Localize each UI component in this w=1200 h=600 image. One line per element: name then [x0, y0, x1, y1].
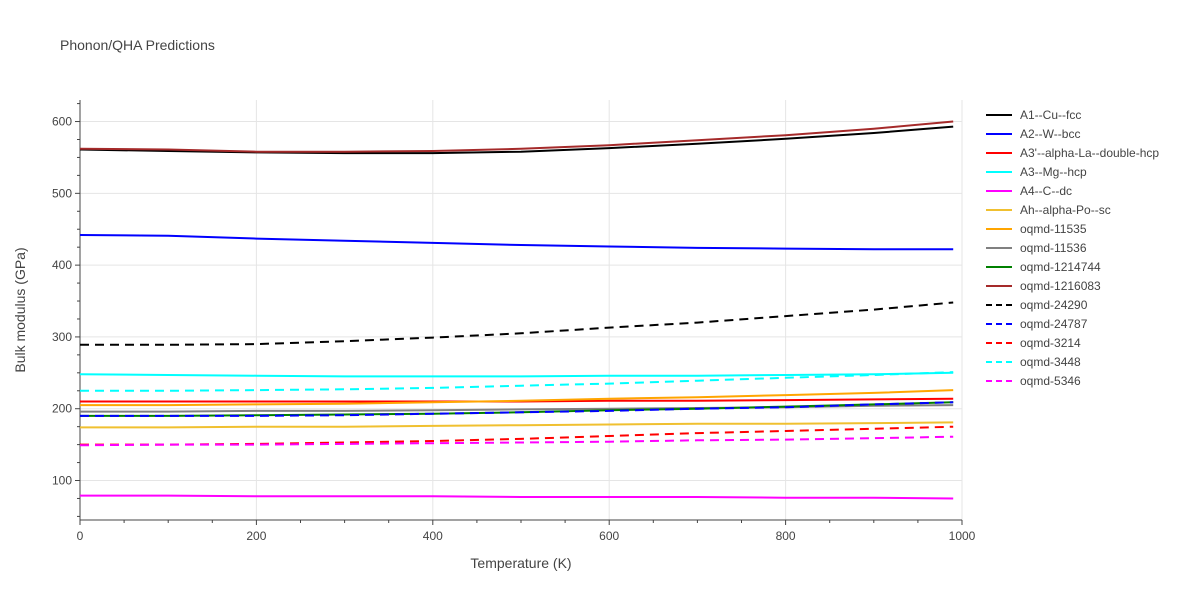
series-line	[79, 120, 954, 153]
legend-label: oqmd-3448	[1020, 354, 1081, 369]
legend-swatch	[986, 246, 1012, 249]
legend-item[interactable]: oqmd-3214	[984, 333, 1159, 352]
chart-title: Phonon/QHA Predictions	[60, 37, 215, 53]
series-line	[80, 494, 954, 500]
series-group	[79, 120, 954, 500]
legend: A1--Cu--fcc A2--W--bcc A3'--alpha-La--doub…	[984, 105, 1159, 390]
legend-swatch	[986, 284, 1012, 287]
series-line	[79, 435, 954, 447]
legend-label: A2--W--bcc	[1020, 126, 1081, 141]
legend-swatch	[986, 151, 1012, 154]
legend-item[interactable]: oqmd-1216083	[984, 276, 1159, 295]
x-tick-label: 0	[77, 529, 84, 543]
legend-label: A1--Cu--fcc	[1020, 107, 1082, 122]
series-line	[80, 425, 954, 446]
legend-item[interactable]: A2--W--bcc	[984, 124, 1159, 143]
legend-label: A4--C--dc	[1020, 183, 1073, 198]
legend-item[interactable]: oqmd-3448	[984, 352, 1159, 371]
legend-swatch	[986, 132, 1012, 135]
legend-swatch	[986, 189, 1012, 192]
x-tick-label: 1000	[949, 529, 976, 543]
y-tick-label: 100	[52, 474, 72, 488]
gridlines	[79, 100, 963, 520]
legend-swatch	[986, 341, 1012, 344]
legend-swatch	[986, 322, 1012, 325]
legend-item[interactable]: oqmd-24290	[984, 295, 1159, 314]
legend-item[interactable]: A4--C--dc	[984, 181, 1159, 200]
y-tick-label: 500	[52, 186, 72, 200]
x-axis-title: Temperature (K)	[470, 555, 571, 571]
legend-swatch	[986, 303, 1012, 306]
legend-label: oqmd-5346	[1020, 373, 1081, 388]
legend-swatch	[986, 208, 1012, 211]
legend-swatch	[986, 113, 1012, 116]
series-line	[79, 234, 954, 251]
series-line	[80, 389, 954, 407]
legend-swatch	[986, 170, 1012, 173]
legend-item[interactable]: oqmd-5346	[984, 371, 1159, 390]
series-line	[80, 401, 954, 417]
legend-item[interactable]: A1--Cu--fcc	[984, 105, 1159, 124]
series-line	[80, 421, 954, 429]
y-tick-label: 300	[52, 330, 72, 344]
legend-label: oqmd-3214	[1020, 335, 1081, 350]
series-line	[80, 371, 954, 392]
legend-label: oqmd-11536	[1020, 240, 1087, 255]
legend-item[interactable]: Ah--alpha-Po--sc	[984, 200, 1159, 219]
legend-label: A3'--alpha-La--double-hcp	[1020, 145, 1160, 160]
legend-label: oqmd-1216083	[1020, 278, 1101, 293]
x-tick-label: 200	[246, 529, 266, 543]
x-tick-label: 600	[599, 529, 619, 543]
legend-label: oqmd-11535	[1020, 221, 1087, 236]
series-line	[80, 301, 954, 346]
y-tick-label: 600	[52, 115, 72, 129]
y-axis: 100 200 300 400 500 600	[52, 103, 80, 517]
y-axis-title: Bulk modulus (GPa)	[12, 247, 28, 372]
legend-label: oqmd-24290	[1020, 297, 1088, 312]
legend-label: oqmd-24787	[1020, 316, 1088, 331]
x-axis: 0 200 400 600 800 1000	[77, 520, 976, 543]
legend-swatch	[986, 227, 1012, 230]
legend-swatch	[986, 360, 1012, 363]
legend-item[interactable]: oqmd-11535	[984, 219, 1159, 238]
legend-label: Ah--alpha-Po--sc	[1020, 202, 1111, 217]
x-tick-label: 800	[776, 529, 796, 543]
legend-item[interactable]: oqmd-24787	[984, 314, 1159, 333]
y-tick-label: 400	[52, 258, 72, 272]
legend-item[interactable]: A3--Mg--hcp	[984, 162, 1159, 181]
series-line	[79, 371, 954, 378]
legend-item[interactable]: oqmd-11536	[984, 238, 1159, 257]
y-tick-label: 200	[52, 402, 72, 416]
legend-swatch	[986, 265, 1012, 268]
legend-item[interactable]: A3'--alpha-La--double-hcp	[984, 143, 1159, 162]
legend-label: oqmd-1214744	[1020, 259, 1101, 274]
legend-label: A3--Mg--hcp	[1020, 164, 1087, 179]
legend-item[interactable]: oqmd-1214744	[984, 257, 1159, 276]
legend-swatch	[986, 379, 1012, 382]
x-tick-label: 400	[423, 529, 443, 543]
